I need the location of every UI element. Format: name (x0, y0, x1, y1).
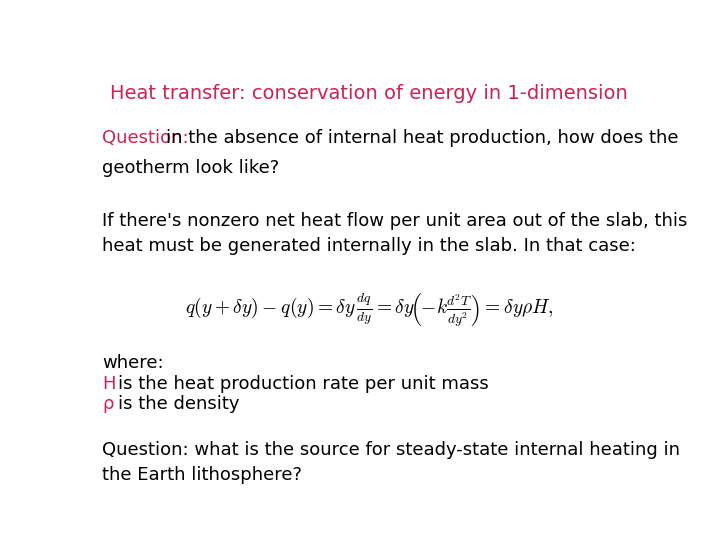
Text: Question:: Question: (102, 129, 189, 147)
Text: is the density: is the density (118, 395, 239, 413)
Text: geotherm look like?: geotherm look like? (102, 159, 279, 177)
Text: ρ: ρ (102, 395, 114, 413)
Text: in the absence of internal heat production, how does the: in the absence of internal heat producti… (166, 129, 679, 147)
Text: Heat transfer: conservation of energy in 1-dimension: Heat transfer: conservation of energy in… (110, 84, 628, 103)
Text: H: H (102, 375, 116, 393)
Text: $q(y+\delta y)-q(y) = \delta y\,\frac{dq}{dy} = \delta y\!\left(-k\frac{d^2T}{dy: $q(y+\delta y)-q(y) = \delta y\,\frac{dq… (184, 292, 554, 329)
Text: Question: what is the source for steady-state internal heating in
the Earth lith: Question: what is the source for steady-… (102, 441, 680, 484)
Text: is the heat production rate per unit mass: is the heat production rate per unit mas… (118, 375, 489, 393)
Text: If there's nonzero net heat flow per unit area out of the slab, this
heat must b: If there's nonzero net heat flow per uni… (102, 212, 688, 255)
Text: where:: where: (102, 354, 164, 372)
